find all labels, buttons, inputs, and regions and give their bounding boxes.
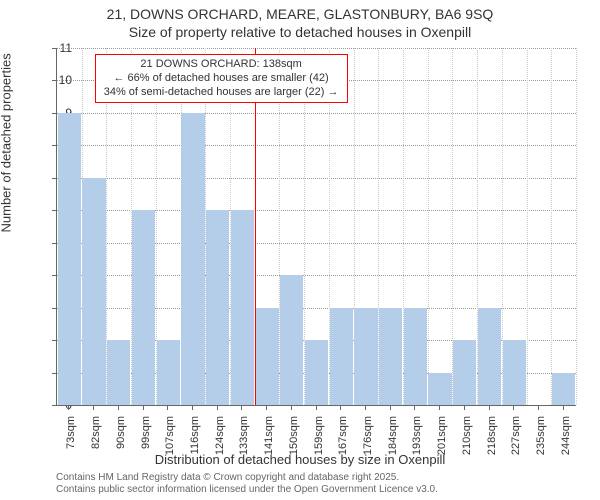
gridline-v [428, 48, 429, 405]
histogram-bar [255, 308, 278, 405]
histogram-bar [157, 340, 180, 405]
histogram-bar [354, 308, 377, 405]
x-tick-mark [192, 406, 193, 410]
chart-container: 21, DOWNS ORCHARD, MEARE, GLASTONBURY, B… [0, 0, 600, 500]
footer-line-2: Contains public sector information licen… [56, 484, 438, 496]
annotation-line: ← 66% of detached houses are smaller (42… [104, 72, 339, 86]
x-axis-label: Distribution of detached houses by size … [0, 452, 600, 467]
chart-titles: 21, DOWNS ORCHARD, MEARE, GLASTONBURY, B… [0, 0, 600, 41]
histogram-bar [58, 113, 81, 405]
x-tick-mark [563, 406, 564, 410]
histogram-bar [428, 373, 451, 405]
marker-annotation: 21 DOWNS ORCHARD: 138sqm← 66% of detache… [95, 54, 348, 103]
x-tick-mark [513, 406, 514, 410]
histogram-bar [503, 340, 526, 405]
histogram-bar [206, 210, 229, 405]
x-tick-mark [167, 406, 168, 410]
histogram-bar [379, 308, 402, 405]
histogram-bar [404, 308, 427, 405]
title-line-2: Size of property relative to detached ho… [0, 24, 600, 42]
histogram-bar [552, 373, 575, 405]
x-tick-mark [266, 406, 267, 410]
histogram-bar [231, 210, 254, 405]
x-tick-mark [316, 406, 317, 410]
footer-line-1: Contains HM Land Registry data © Crown c… [56, 472, 438, 484]
histogram-bar [107, 340, 130, 405]
y-axis-label-text: Number of detached properties [0, 53, 14, 232]
histogram-bar [305, 340, 328, 405]
x-tick-mark [241, 406, 242, 410]
histogram-bar [181, 113, 204, 405]
gridline-v [576, 48, 577, 405]
annotation-line: 21 DOWNS ORCHARD: 138sqm [104, 58, 339, 72]
x-tick-mark [340, 406, 341, 410]
x-tick-mark [414, 406, 415, 410]
title-line-1: 21, DOWNS ORCHARD, MEARE, GLASTONBURY, B… [0, 6, 600, 24]
gridline-h [57, 145, 576, 146]
histogram-bar [280, 275, 303, 405]
histogram-bar [330, 308, 353, 405]
histogram-bar [82, 178, 105, 405]
footer-attribution: Contains HM Land Registry data © Crown c… [56, 472, 438, 496]
y-axis-label: Number of detached properties [0, 53, 14, 232]
x-tick-mark [489, 406, 490, 410]
gridline-h [57, 48, 576, 49]
x-tick-mark [143, 406, 144, 410]
gridline-v [551, 48, 552, 405]
x-tick-mark [538, 406, 539, 410]
x-tick-mark [390, 406, 391, 410]
plot-area: 21 DOWNS ORCHARD: 138sqm← 66% of detache… [56, 48, 576, 406]
histogram-bar [132, 210, 155, 405]
gridline-h [57, 113, 576, 114]
x-tick-mark [93, 406, 94, 410]
x-tick-mark [118, 406, 119, 410]
gridline-v [527, 48, 528, 405]
x-tick-mark [439, 406, 440, 410]
histogram-bar [478, 308, 501, 405]
histogram-bar [453, 340, 476, 405]
annotation-line: 34% of semi-detached houses are larger (… [104, 86, 339, 100]
x-tick-mark [464, 406, 465, 410]
x-tick-mark [365, 406, 366, 410]
x-tick-mark [291, 406, 292, 410]
gridline-h [57, 178, 576, 179]
x-tick-mark [68, 406, 69, 410]
x-tick-mark [217, 406, 218, 410]
